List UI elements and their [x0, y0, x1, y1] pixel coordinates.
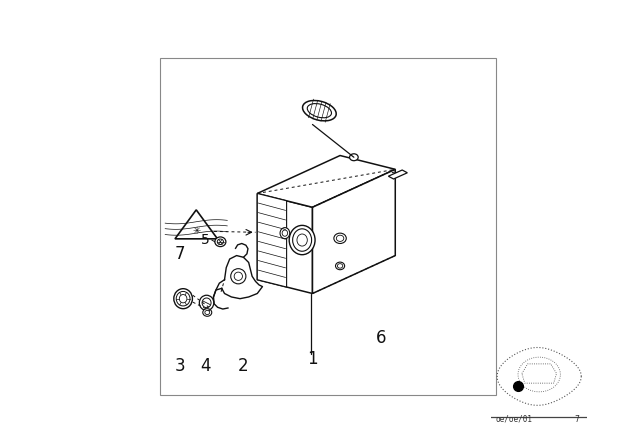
Text: 7: 7: [575, 414, 580, 424]
Ellipse shape: [199, 295, 214, 310]
Ellipse shape: [203, 309, 212, 316]
Polygon shape: [175, 210, 218, 239]
Ellipse shape: [282, 230, 287, 236]
Ellipse shape: [349, 154, 358, 161]
Ellipse shape: [289, 225, 315, 255]
Ellipse shape: [337, 264, 343, 268]
Text: 6: 6: [376, 329, 387, 347]
Text: 2: 2: [238, 357, 249, 375]
Circle shape: [234, 272, 243, 280]
Polygon shape: [312, 169, 396, 293]
Text: 4: 4: [200, 357, 211, 375]
Ellipse shape: [335, 262, 344, 270]
Ellipse shape: [205, 310, 210, 314]
Text: 5: 5: [201, 233, 210, 247]
Polygon shape: [257, 194, 312, 293]
Polygon shape: [388, 170, 407, 179]
Ellipse shape: [179, 294, 187, 303]
Ellipse shape: [280, 228, 290, 239]
Polygon shape: [522, 364, 557, 383]
Ellipse shape: [215, 237, 226, 246]
Ellipse shape: [202, 298, 211, 308]
Text: 3: 3: [175, 357, 186, 375]
Ellipse shape: [334, 233, 346, 243]
Text: ✳: ✳: [193, 226, 201, 236]
Circle shape: [231, 269, 246, 284]
Ellipse shape: [297, 234, 307, 246]
Ellipse shape: [337, 235, 344, 241]
Polygon shape: [257, 194, 287, 287]
Text: 7: 7: [175, 245, 186, 263]
Text: oe/oe/01: oe/oe/01: [496, 414, 533, 424]
Ellipse shape: [217, 239, 223, 245]
Ellipse shape: [176, 292, 190, 306]
Ellipse shape: [174, 289, 193, 309]
Ellipse shape: [303, 100, 336, 121]
Ellipse shape: [292, 229, 312, 251]
Text: 1: 1: [307, 350, 318, 368]
Polygon shape: [257, 155, 396, 207]
Ellipse shape: [307, 103, 332, 118]
